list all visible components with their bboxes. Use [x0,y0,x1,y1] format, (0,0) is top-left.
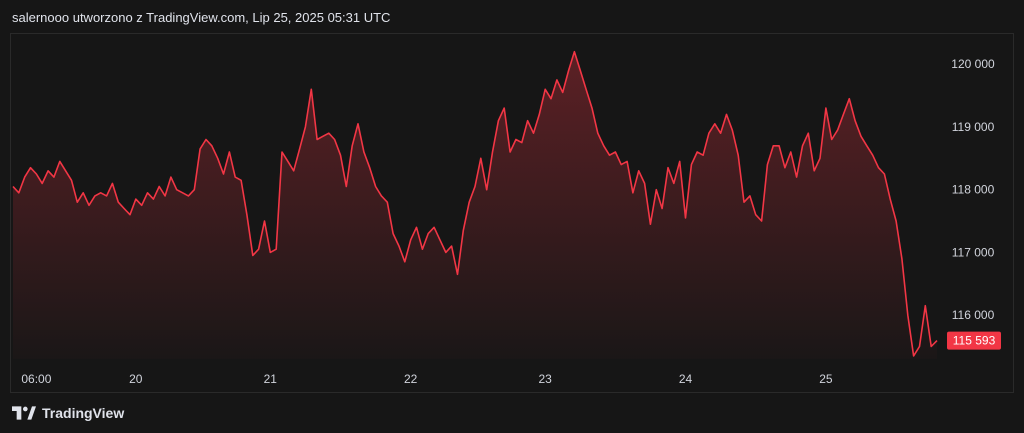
x-tick-label: 22 [404,372,418,386]
y-tick-label: 117 000 [952,245,995,259]
price-chart[interactable]: 120 000 119 000 118 000 117 000 116 000 115 5… [11,34,1013,392]
x-tick-label: 06:00 [21,372,51,386]
last-price-badge [947,331,1001,350]
x-tick-label: 21 [264,372,278,386]
footer: TradingView [12,405,124,421]
brand-name: TradingView [42,405,125,421]
last-price-label: 115 593 [953,334,996,348]
y-tick-label: 116 000 [952,308,995,322]
chart-frame[interactable]: 120 000 119 000 118 000 117 000 116 000 115 5… [10,33,1014,393]
tradingview-logo-icon[interactable] [12,406,36,420]
y-tick-label: 120 000 [951,57,995,71]
x-tick-label: 23 [538,372,552,386]
x-tick-label: 25 [819,372,833,386]
y-tick-label: 119 000 [952,120,995,134]
price-area-fill [13,51,937,359]
y-tick-label: 118 000 [952,183,995,197]
x-tick-label: 24 [679,372,693,386]
chart-attribution: salernooo utworzono z TradingView.com, L… [12,10,391,25]
x-tick-label: 20 [129,372,143,386]
price-line [12,50,938,357]
